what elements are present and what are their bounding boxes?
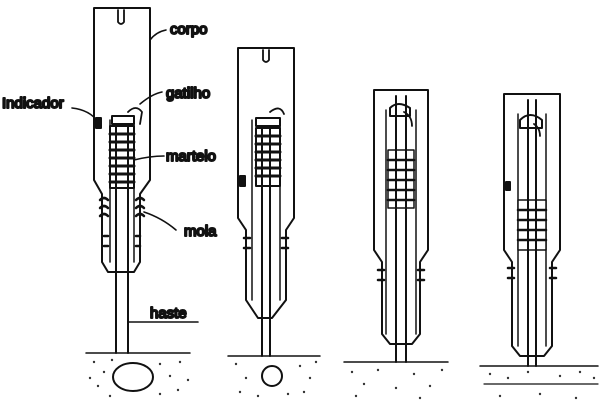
stage-2-body [237, 47, 295, 319]
stage-4-hammer [516, 199, 548, 251]
leader-gatilho [139, 91, 163, 105]
stage-4-trigger [519, 114, 543, 129]
leader-corpo [149, 29, 167, 41]
stage-1-tool [85, 7, 191, 398]
stage-2-stone [261, 365, 283, 387]
stage-2-ground [227, 355, 321, 398]
stage-4-ground [479, 365, 599, 400]
stage-3-spring [376, 268, 426, 282]
stage-2-hammer [254, 127, 282, 187]
stage-4-rod [527, 99, 537, 367]
stage-1-top-slot [117, 9, 125, 25]
label-corpo: corpo [170, 21, 208, 38]
label-martelo: martelo [166, 148, 216, 165]
stage-4-body [503, 93, 561, 357]
stage-2-spring [242, 236, 290, 250]
stage-1-body [93, 7, 151, 273]
stage-1-rod [115, 123, 129, 354]
stage-1-stone [112, 362, 154, 392]
stage-2-trigger [255, 117, 281, 127]
leader-martelo [133, 155, 165, 161]
stage-2-tool [227, 47, 321, 398]
stage-2-rod [261, 125, 271, 357]
stage-3-tool [343, 89, 449, 400]
stage-1-spring [98, 196, 146, 248]
leader-indicador [71, 107, 99, 123]
label-haste: haste [150, 305, 187, 322]
stage-1-trigger [111, 115, 135, 125]
stage-3-hammer [386, 149, 416, 209]
stage-4-indicator [505, 181, 511, 191]
stage-4-tool [479, 93, 599, 400]
stage-1-hammer [108, 125, 136, 189]
stage-3-ground [343, 361, 449, 400]
stage-1-ground [85, 352, 191, 398]
label-indicador: Indicador [2, 95, 64, 112]
label-gatilho: gatilho [166, 85, 210, 102]
label-mola: mola [184, 223, 217, 240]
stage-1-indicator [95, 117, 102, 129]
stage-1-soil-dots [88, 358, 190, 398]
stage-3-body [373, 89, 429, 345]
leader-lines [71, 29, 199, 323]
stage-3-rod [395, 95, 407, 363]
leader-mola [143, 211, 177, 231]
stage-2-indicator [239, 175, 246, 187]
stage-4-spring [506, 266, 558, 280]
